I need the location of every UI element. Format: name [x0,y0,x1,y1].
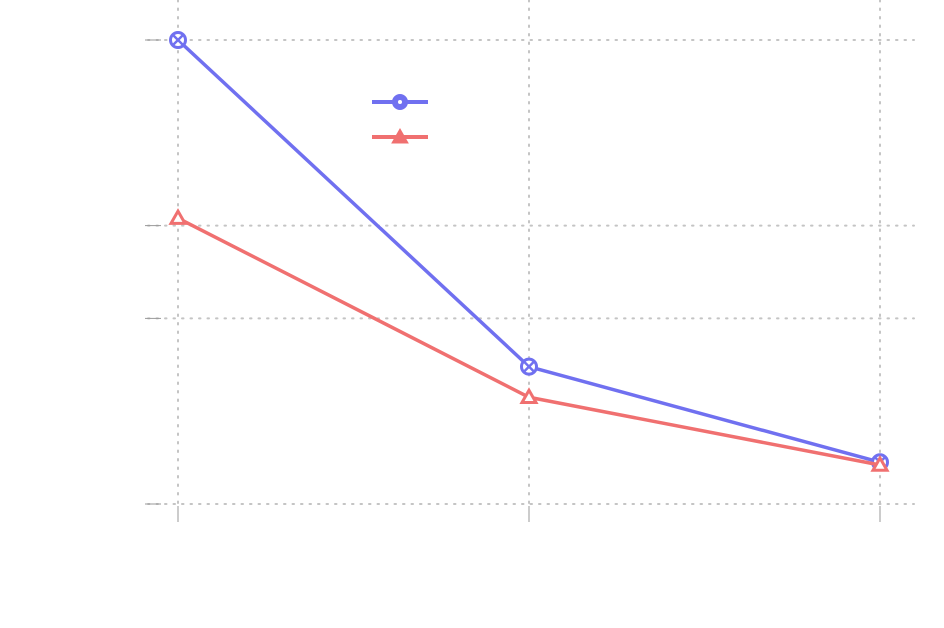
data-point-cross [522,360,536,373]
series-1 [169,31,889,472]
data-point-marker [519,387,539,405]
series-layer [168,31,890,472]
legend-entry-2 [372,127,428,144]
data-point-marker [870,455,890,472]
legend-marker [391,127,409,144]
tick-layer [145,39,881,522]
legend-marker-dot [398,100,402,104]
data-point-cross [171,33,185,47]
legend [372,94,428,144]
data-point-marker [168,208,188,225]
legend-entry-1 [372,94,428,110]
series-2 [168,208,890,472]
grid-layer [147,0,915,505]
